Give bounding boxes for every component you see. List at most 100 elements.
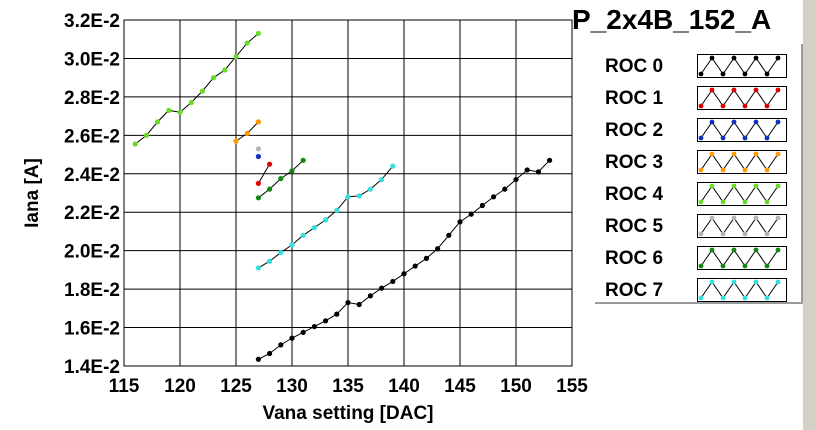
x-tick-labels: 115 120 125 130 135 140 145 150 155 [109, 376, 589, 397]
data-point [390, 163, 396, 169]
legend-swatch-point [753, 215, 759, 221]
y-tick-label: 1.4E-2 [64, 357, 120, 378]
data-point [177, 109, 183, 115]
data-point [547, 157, 553, 163]
legend-label: ROC 0 [605, 56, 664, 77]
legend-swatch-point [775, 119, 781, 125]
x-tick-label: 120 [164, 376, 196, 397]
legend-swatch-point [764, 71, 770, 77]
legend-swatch-point [764, 263, 770, 269]
legend-swatch [697, 86, 787, 110]
legend-swatch-point [698, 199, 704, 205]
legend-swatch-point [709, 279, 715, 285]
data-point [435, 246, 441, 252]
data-point [311, 225, 317, 231]
legend-swatch-point [775, 247, 781, 253]
legend-swatch-point [742, 103, 748, 109]
legend-swatch-point [753, 247, 759, 253]
legend-swatch-point [698, 135, 704, 141]
series-roc-2 [255, 153, 261, 160]
legend-item: ROC 5 [595, 210, 801, 242]
legend-swatch-point [731, 55, 737, 61]
y-tick-label: 1.6E-2 [64, 319, 120, 340]
x-tick-label: 115 [109, 376, 140, 397]
window-edge [803, 0, 815, 430]
legend-swatch [697, 150, 787, 174]
legend-item: ROC 1 [595, 82, 801, 114]
legend-swatch-point [753, 119, 759, 125]
data-point [367, 186, 373, 192]
y-tick-label: 3.2E-2 [64, 11, 120, 32]
legend-swatch-point [698, 103, 704, 109]
data-point [356, 301, 362, 308]
x-tick-label: 130 [276, 376, 308, 397]
data-point [468, 211, 474, 217]
legend-label: ROC 2 [605, 120, 664, 141]
legend-swatch-point [742, 263, 748, 269]
legend-item: ROC 0 [595, 50, 801, 82]
legend-swatch-point [720, 167, 726, 173]
data-point [502, 186, 508, 192]
legend-swatch [697, 54, 787, 78]
data-point [267, 350, 273, 357]
legend-swatch [697, 182, 787, 206]
legend-swatch-point [720, 231, 726, 237]
legend-swatch-point [742, 71, 748, 77]
legend-swatch-point [731, 215, 737, 221]
legend-swatch-point [731, 87, 737, 93]
data-point [278, 342, 284, 348]
data-point [255, 30, 261, 37]
data-point [255, 195, 261, 201]
data-point [535, 169, 542, 175]
legend-swatch-point [709, 247, 715, 253]
legend-swatch-point [753, 87, 759, 93]
series-line [257, 163, 271, 184]
legend-swatch-point [742, 199, 748, 205]
data-point [311, 323, 317, 330]
y-tick-labels: 1.4E-2 1.6E-2 1.8E-2 2.0E-2 2.2E-2 2.4E-2 2.6E… [64, 11, 120, 378]
legend-swatch-frame [697, 150, 787, 174]
data-point [524, 167, 530, 173]
data-point [379, 176, 385, 183]
legend-item: ROC 3 [595, 146, 801, 178]
legend-swatch-frame [697, 54, 787, 78]
legend-item: ROC 7 [595, 274, 801, 306]
legend: ROC 0 ROC 1 ROC 2 ROC 3 ROC 4 ROC 5 ROC 6 ROC 7 [595, 44, 803, 304]
grid-lines [124, 20, 572, 366]
data-point [412, 263, 418, 269]
legend-swatch-point [698, 263, 704, 269]
x-tick-label: 140 [388, 376, 420, 397]
legend-swatch-line [700, 89, 779, 107]
legend-item: ROC 2 [595, 114, 801, 146]
legend-item: ROC 6 [595, 242, 801, 274]
legend-swatch-frame [697, 86, 787, 110]
data-point [244, 130, 250, 137]
data-point [345, 194, 351, 200]
chart-title: P_2x4B_152_A [572, 4, 772, 35]
x-tick-label: 150 [500, 376, 532, 397]
legend-swatch [697, 214, 787, 238]
data-point [233, 138, 239, 144]
legend-swatch-point [709, 87, 715, 93]
data-point [211, 75, 217, 81]
legend-swatch-point [775, 183, 781, 189]
data-point [300, 157, 306, 163]
legend-swatch-point [731, 119, 737, 125]
legend-swatch-line [700, 281, 779, 299]
series-roc-4 [132, 30, 261, 147]
x-tick-label: 135 [332, 376, 364, 397]
legend-swatch-point [775, 87, 781, 93]
legend-swatch-point [709, 183, 715, 189]
legend-swatch-line [700, 217, 779, 235]
legend-swatch-point [709, 151, 715, 157]
data-point [323, 318, 329, 324]
legend-swatch-point [775, 151, 781, 157]
series-roc-1 [255, 161, 273, 186]
legend-swatch-line [700, 153, 779, 171]
legend-swatch-point [731, 183, 737, 189]
data-point [479, 202, 485, 209]
legend-swatch-point [720, 263, 726, 269]
data-point [323, 217, 329, 223]
series-roc-6 [255, 157, 306, 201]
